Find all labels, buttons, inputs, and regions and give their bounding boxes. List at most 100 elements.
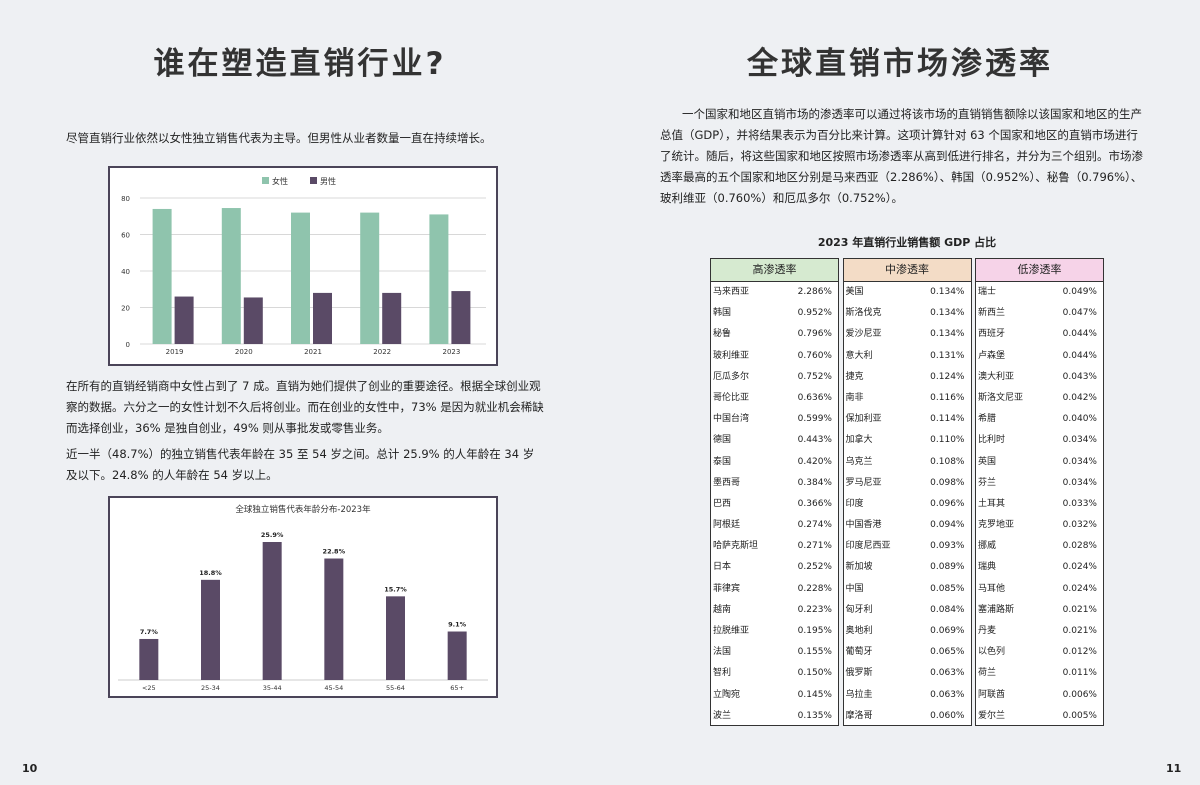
region-name: 菲律宾 — [713, 583, 741, 594]
y-tick-label: 0 — [126, 341, 130, 349]
table-row: 厄瓜多尔 0.752% — [711, 367, 838, 388]
left-paragraph-2: 在所有的直销经销商中女性占到了 7 成。直销为她们提供了创业的重要途径。根据全球… — [66, 379, 544, 435]
region-name: 乌拉圭 — [845, 689, 873, 700]
region-name: 丹麦 — [978, 626, 997, 636]
penetration-value: 0.040% — [1062, 414, 1097, 425]
table-row: 菲律宾 0.228% — [711, 579, 838, 600]
penetration-value: 0.145% — [797, 689, 832, 700]
table-column: 低渗透率 瑞士 0.049% 新西兰 0.047% 西班牙 0.044% 卢森堡 0.044% 澳… — [975, 258, 1104, 726]
region-name: 智利 — [713, 668, 732, 679]
age-x-tick-label: 65+ — [450, 684, 464, 692]
penetration-value: 0.096% — [930, 498, 965, 509]
age-data-label: 9.1% — [448, 621, 467, 629]
page-number-left: 10 — [22, 762, 38, 775]
region-name: 厄瓜多尔 — [713, 371, 750, 382]
page-number-right: 11 — [1166, 762, 1182, 775]
region-name: 西班牙 — [978, 329, 1006, 340]
penetration-value: 0.034% — [1062, 477, 1097, 488]
region-name: 葡萄牙 — [845, 647, 873, 658]
region-name: 韩国 — [713, 308, 732, 319]
penetration-value: 0.274% — [797, 520, 832, 531]
age-x-tick-label: 45-54 — [324, 684, 343, 692]
bar-女性-2022 — [360, 212, 380, 344]
y-tick-label: 60 — [121, 232, 130, 240]
table-row: 芬兰 0.034% — [976, 473, 1103, 494]
age-bar-55-64 — [386, 596, 405, 680]
table-row: 塞浦路斯 0.021% — [976, 600, 1103, 621]
region-name: 罗马尼亚 — [845, 477, 882, 488]
penetration-value: 0.116% — [930, 392, 965, 403]
region-name: 意大利 — [845, 350, 873, 361]
table-row: 乌克兰 0.108% — [844, 452, 971, 473]
penetration-value: 2.286% — [797, 287, 832, 297]
penetration-value: 0.084% — [930, 604, 965, 615]
region-name: 南非 — [845, 392, 864, 403]
bar-男性-2022 — [382, 292, 402, 344]
table-row: 越南 0.223% — [711, 600, 838, 621]
age-x-tick-label: 35-44 — [263, 684, 282, 692]
region-name: 法国 — [713, 647, 732, 658]
table-row: 丹麦 0.021% — [976, 621, 1103, 642]
gender-chart-box: 0 20 40 60 80 2019 2020 2021 2022 2023 女性 男性 — [108, 166, 498, 366]
table-column-header: 高渗透率 — [711, 259, 838, 282]
penetration-value: 0.049% — [1062, 287, 1097, 297]
region-name: 中国 — [845, 583, 864, 594]
penetration-value: 0.034% — [1062, 435, 1097, 446]
penetration-value: 0.135% — [797, 710, 832, 721]
penetration-value: 0.252% — [797, 562, 832, 573]
region-name: 克罗地亚 — [978, 520, 1015, 531]
table-row: 比利时 0.034% — [976, 430, 1103, 451]
right-page: 全球直销市场渗透率 一个国家和地区直销市场的渗透率可以通过将该市场的直销销售额除… — [600, 0, 1200, 785]
table-row: 挪威 0.028% — [976, 536, 1103, 557]
region-name: 泰国 — [713, 456, 732, 467]
region-name: 越南 — [713, 604, 732, 615]
bar-男性-2019 — [174, 296, 194, 344]
table-row: 新加坡 0.089% — [844, 557, 971, 578]
bar-男性-2021 — [313, 292, 332, 344]
region-name: 斯洛文尼亚 — [978, 392, 1024, 403]
penetration-value: 0.155% — [797, 647, 832, 658]
penetration-value: 0.032% — [1062, 520, 1097, 531]
region-name: 俄罗斯 — [845, 668, 873, 679]
age-bar-35-44 — [262, 542, 282, 680]
penetration-value: 0.366% — [797, 498, 832, 509]
bar-男性-2020 — [243, 297, 263, 344]
penetration-value: 0.131% — [930, 350, 965, 361]
region-name: 摩洛哥 — [845, 710, 873, 721]
table-row: 日本 0.252% — [711, 557, 838, 578]
penetration-value: 0.042% — [1062, 392, 1097, 403]
table-row: 以色列 0.012% — [976, 642, 1103, 663]
y-tick-label: 40 — [121, 268, 130, 276]
table-row: 阿联酋 0.006% — [976, 685, 1103, 706]
penetration-value: 0.752% — [797, 371, 832, 382]
region-name: 新加坡 — [845, 562, 873, 573]
left-intro-paragraph: 尽管直销行业依然以女性独立销售代表为主导。但男性从业者数量一直在持续增长。 — [66, 131, 492, 145]
penetration-value: 0.094% — [930, 520, 965, 531]
region-name: 马耳他 — [978, 583, 1006, 594]
penetration-value: 0.108% — [930, 456, 965, 467]
region-name: 墨西哥 — [713, 477, 741, 488]
penetration-value: 0.110% — [930, 435, 965, 446]
table-row: 哥伦比亚 0.636% — [711, 388, 838, 409]
region-name: 挪威 — [978, 541, 997, 552]
x-tick-label: 2022 — [373, 348, 391, 356]
region-name: 马来西亚 — [713, 287, 750, 297]
penetration-value: 0.150% — [797, 668, 832, 679]
bar-女性-2021 — [291, 212, 310, 344]
legend-swatch — [262, 177, 269, 184]
bar-女性-2019 — [152, 208, 172, 344]
bar-女性-2023 — [429, 214, 449, 344]
table-row: 拉脱维亚 0.195% — [711, 621, 838, 642]
left-page: 谁在塑造直销行业? 尽管直销行业依然以女性独立销售代表为主导。但男性从业者数量一… — [22, 46, 544, 775]
region-name: 玻利维亚 — [713, 350, 750, 361]
region-name: 荷兰 — [978, 668, 997, 679]
region-name: 哈萨克斯坦 — [713, 541, 759, 552]
penetration-value: 0.069% — [930, 626, 965, 636]
region-name: 芬兰 — [978, 477, 997, 488]
table-row: 南非 0.116% — [844, 388, 971, 409]
penetration-table: 高渗透率 马来西亚 2.286% 韩国 0.952% 秘鲁 0.796% 玻利维亚 0.760%… — [710, 258, 1104, 726]
region-name: 印度尼西亚 — [845, 541, 891, 552]
table-row: 匈牙利 0.084% — [844, 600, 971, 621]
age-bar-65+ — [447, 631, 467, 680]
penetration-value: 0.089% — [930, 562, 965, 573]
